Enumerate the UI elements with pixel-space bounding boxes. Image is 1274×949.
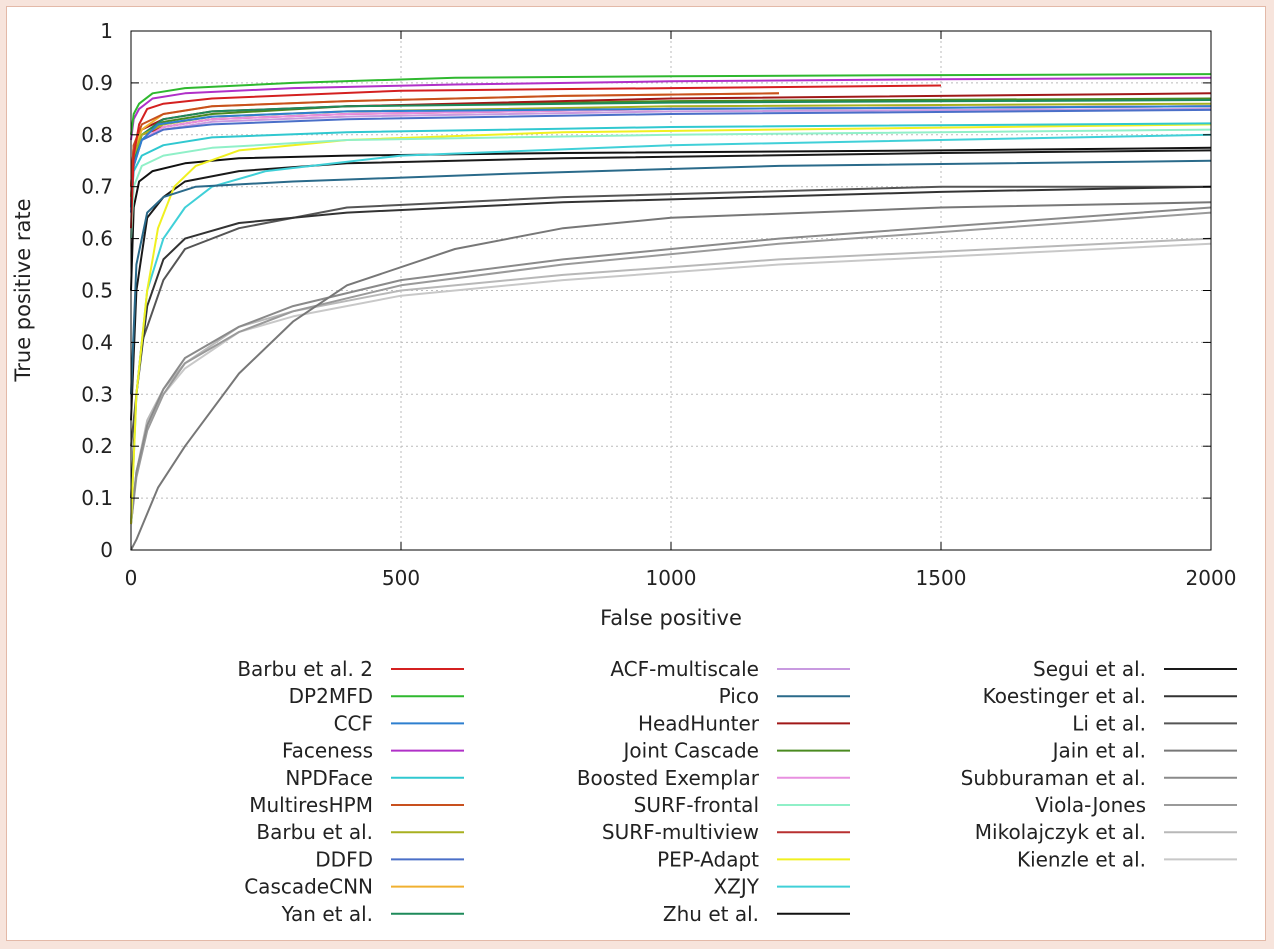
- legend-entry: Subburaman et al.: [961, 766, 1237, 790]
- legend-label: Kienzle et al.: [1017, 847, 1146, 871]
- legend-entry: CCF: [334, 711, 464, 735]
- x-tick-label: 0: [125, 566, 138, 590]
- legend-label: Boosted Exemplar: [577, 766, 760, 790]
- legend-entry: DDFD: [315, 847, 464, 871]
- y-tick-label: 0.1: [81, 486, 113, 510]
- legend-label: Mikolajczyk et al.: [975, 820, 1146, 844]
- legend-label: Barbu et al. 2: [237, 657, 373, 681]
- legend-entry: Zhu et al.: [663, 902, 850, 926]
- legend-entry: SURF-frontal: [634, 793, 850, 817]
- series-line-ccf: [130, 105, 1212, 208]
- legend-label: XZJY: [713, 875, 759, 899]
- axis-ticks: 0 0.1 0.2 0.3 0.4 0.5 0.6 0.7 0.8 0.9 1 0 500 1000 150…: [81, 19, 1236, 590]
- y-tick-label: 0.6: [81, 227, 113, 251]
- series-line-jain-et-al-: [130, 201, 1212, 551]
- y-tick-label: 0.8: [81, 123, 113, 147]
- y-tick-label: 0.2: [81, 434, 113, 458]
- legend-label: Pico: [719, 684, 759, 708]
- legend-entry: Barbu et al.: [256, 820, 464, 844]
- series-line-yan-et-al-: [130, 99, 1212, 208]
- legend-entry: HeadHunter: [638, 711, 850, 735]
- legend-entry: Joint Cascade: [622, 739, 850, 763]
- y-tick-label: 0.4: [81, 330, 113, 354]
- legend-label: Jain et al.: [1051, 739, 1146, 763]
- series-line-dp2mfd: [130, 73, 1212, 135]
- legend-label: Li et al.: [1072, 711, 1146, 735]
- chart-frame: 0 0.1 0.2 0.3 0.4 0.5 0.6 0.7 0.8 0.9 1 0 500 1000 150…: [6, 6, 1266, 941]
- legend-label: Faceness: [282, 739, 373, 763]
- series-line-li-et-al-: [130, 185, 1211, 447]
- legend-entry: ACF-multiscale: [610, 657, 850, 681]
- x-tick-label: 1500: [916, 566, 967, 590]
- y-tick-label: 1: [100, 19, 113, 43]
- legend-label: HeadHunter: [638, 711, 760, 735]
- legend-label: CascadeCNN: [244, 875, 373, 899]
- series-lines: [130, 73, 1212, 551]
- x-tick-label: 2000: [1186, 566, 1237, 590]
- series-line-pico: [130, 159, 1212, 395]
- legend-entry: CascadeCNN: [244, 875, 464, 899]
- x-tick-label: 500: [382, 566, 420, 590]
- legend-label: DP2MFD: [289, 684, 373, 708]
- legend-label: SURF-frontal: [634, 793, 759, 817]
- legend-entry: XZJY: [713, 875, 850, 899]
- roc-chart: 0 0.1 0.2 0.3 0.4 0.5 0.6 0.7 0.8 0.9 1 0 500 1000 150…: [11, 19, 1237, 926]
- y-tick-label: 0: [100, 538, 113, 562]
- legend-entry: Barbu et al. 2: [237, 657, 464, 681]
- y-tick-label: 0.7: [81, 175, 113, 199]
- y-tick-label: 0.5: [81, 279, 113, 303]
- legend-entry: Kienzle et al.: [1017, 847, 1237, 871]
- y-tick-label: 0.9: [81, 71, 113, 95]
- x-tick-label: 1000: [646, 566, 697, 590]
- legend-entry: Segui et al.: [1033, 657, 1237, 681]
- legend-label: Segui et al.: [1033, 657, 1146, 681]
- legend-label: Viola-Jones: [1035, 793, 1146, 817]
- series-line-viola-jones: [130, 211, 1212, 525]
- legend-entry: Yan et al.: [281, 902, 464, 926]
- legend-entry: Li et al.: [1072, 711, 1237, 735]
- legend-entry: NPDFace: [285, 766, 464, 790]
- legend-entry: Koestinger et al.: [983, 684, 1237, 708]
- series-line-surf-frontal: [130, 128, 1212, 239]
- series-line-multireshpm: [130, 92, 780, 187]
- legend-label: Yan et al.: [281, 902, 373, 926]
- legend-entry: PEP-Adapt: [657, 847, 850, 871]
- legend-entry: Viola-Jones: [1035, 793, 1237, 817]
- legend-entry: SURF-multiview: [602, 820, 850, 844]
- legend-entry: Jain et al.: [1051, 739, 1237, 763]
- legend: Barbu et al. 2 DP2MFD CCF Faceness NPDFace Mu…: [237, 657, 1237, 926]
- series-line-barbu-et-al-2: [130, 84, 942, 229]
- legend-entry: Pico: [719, 684, 850, 708]
- legend-label: Joint Cascade: [622, 739, 759, 763]
- legend-label: Barbu et al.: [256, 820, 373, 844]
- legend-label: DDFD: [315, 847, 373, 871]
- legend-label: CCF: [334, 711, 373, 735]
- series-line-npdface: [130, 122, 1212, 208]
- legend-label: PEP-Adapt: [657, 847, 759, 871]
- x-axis-label: False positive: [600, 606, 742, 630]
- legend-entry: Mikolajczyk et al.: [975, 820, 1237, 844]
- legend-label: Zhu et al.: [663, 902, 759, 926]
- y-tick-label: 0.3: [81, 382, 113, 406]
- legend-label: ACF-multiscale: [610, 657, 759, 681]
- series-line-faceness: [130, 76, 1212, 141]
- legend-label: MultiresHPM: [249, 793, 373, 817]
- series-line-subburaman-et-al-: [130, 206, 1212, 525]
- legend-label: SURF-multiview: [602, 820, 759, 844]
- legend-entry: DP2MFD: [289, 684, 464, 708]
- legend-entry: Boosted Exemplar: [577, 766, 850, 790]
- legend-label: NPDFace: [285, 766, 373, 790]
- legend-entry: MultiresHPM: [249, 793, 464, 817]
- legend-label: Subburaman et al.: [961, 766, 1146, 790]
- series-line-pep-adapt: [130, 123, 1212, 525]
- grid: [131, 31, 1211, 550]
- y-axis-label: True positive rate: [11, 199, 35, 383]
- legend-entry: Faceness: [282, 739, 464, 763]
- legend-label: Koestinger et al.: [983, 684, 1146, 708]
- series-line-segui-et-al-: [130, 149, 1212, 421]
